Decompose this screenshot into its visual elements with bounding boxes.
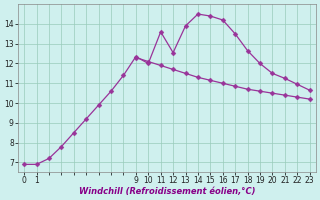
X-axis label: Windchill (Refroidissement éolien,°C): Windchill (Refroidissement éolien,°C) — [79, 187, 255, 196]
